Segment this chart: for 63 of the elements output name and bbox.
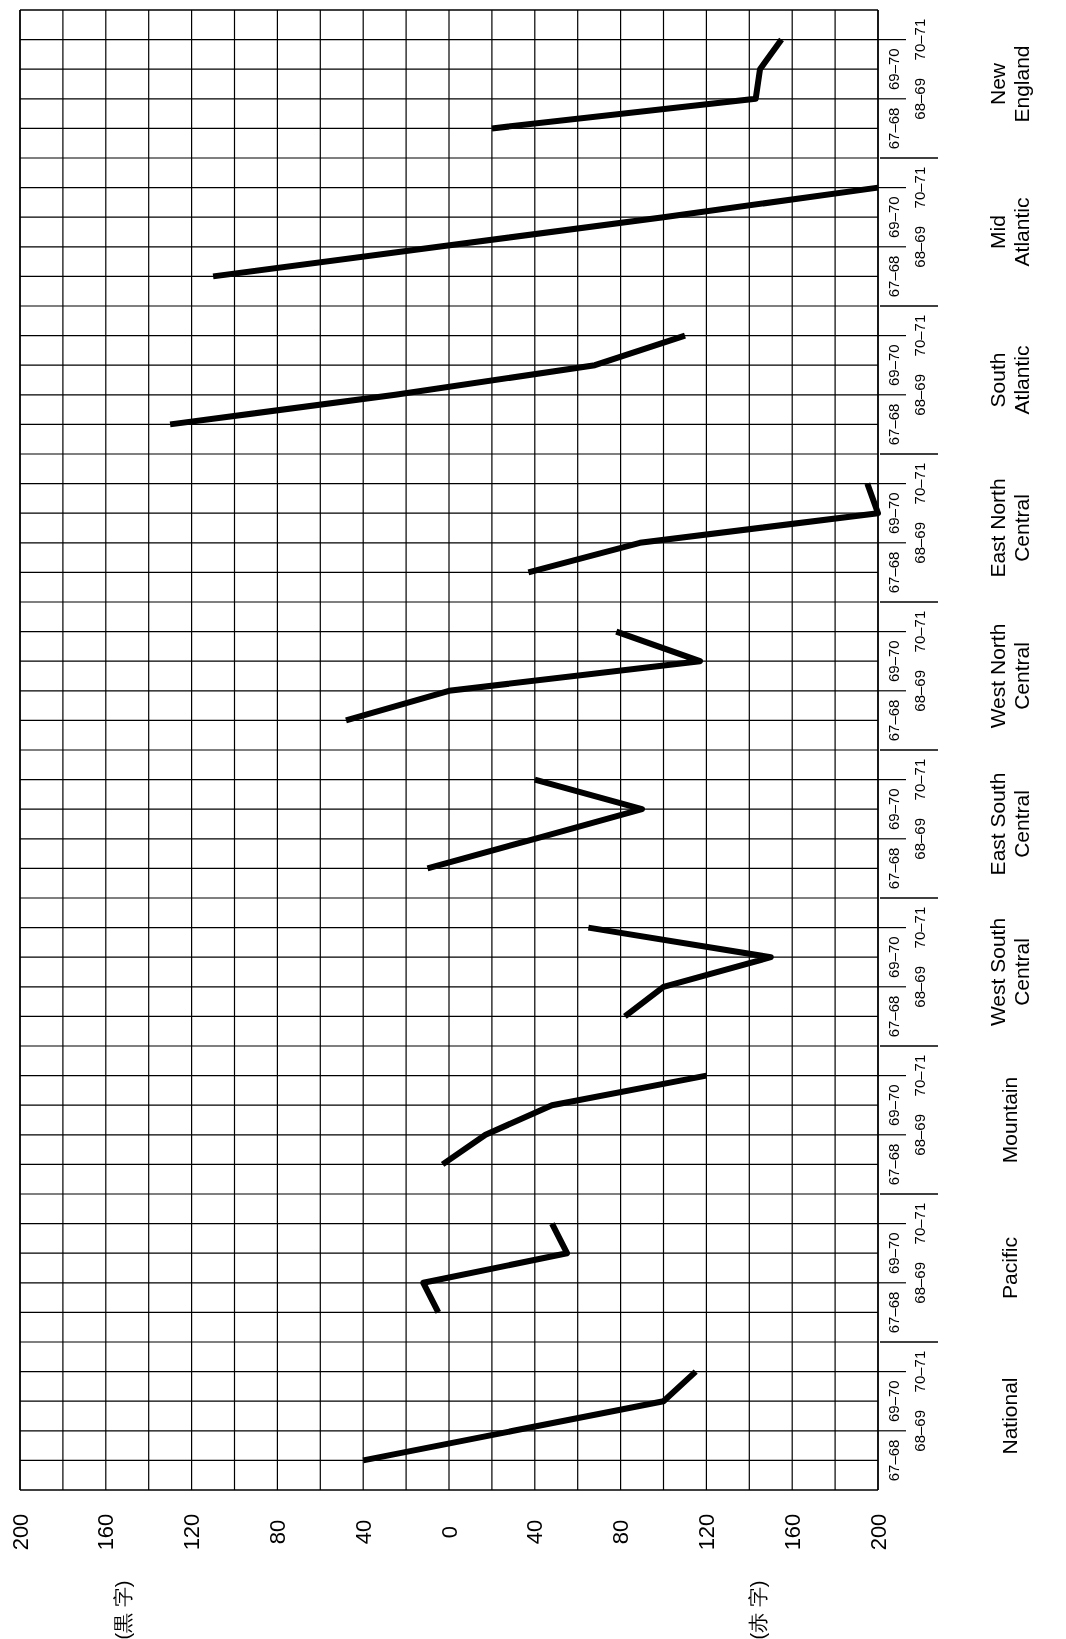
- y-tick-label: 67–68: [885, 699, 903, 742]
- y-tick-label: 70–71: [911, 462, 929, 505]
- y-tick-label: 70–71: [911, 1202, 929, 1245]
- y-tick-label: 67–68: [885, 847, 903, 890]
- text: New England: [986, 45, 1033, 123]
- y-tick-label: 69–70: [885, 48, 903, 91]
- y-tick-label: 69–70: [885, 1232, 903, 1275]
- text: South Atlantic: [986, 345, 1033, 415]
- x-tick-label: 40: [522, 1519, 548, 1545]
- y-tick-label: 70–71: [911, 906, 929, 949]
- text: (黒 字): [111, 1580, 134, 1639]
- text: East North Central: [986, 478, 1033, 578]
- y-tick-label: 69–70: [885, 936, 903, 979]
- y-tick-label: 68–69: [911, 1113, 929, 1156]
- x-tick-label: 80: [608, 1519, 634, 1545]
- y-tick-label: 69–70: [885, 788, 903, 831]
- x-tick-label: 80: [264, 1519, 290, 1545]
- y-tick-label: 69–70: [885, 492, 903, 535]
- y-tick-label: 70–71: [911, 758, 929, 801]
- text: East South Central: [986, 772, 1033, 876]
- text: Mid Atlantic: [986, 197, 1033, 267]
- x-tick-label: 120: [179, 1513, 205, 1551]
- y-tick-label: 68–69: [911, 965, 929, 1008]
- y-tick-label: 68–69: [911, 521, 929, 564]
- y-tick-label: 70–71: [911, 166, 929, 209]
- y-tick-label: 69–70: [885, 196, 903, 239]
- y-tick-label: 67–68: [885, 107, 903, 150]
- x-tick-label: 160: [93, 1513, 119, 1551]
- y-tick-label: 70–71: [911, 18, 929, 61]
- y-tick-label: 69–70: [885, 1380, 903, 1423]
- y-tick-label: 68–69: [911, 225, 929, 268]
- y-tick-label: 70–71: [911, 610, 929, 653]
- y-tick-label: 67–68: [885, 403, 903, 446]
- y-tick-label: 69–70: [885, 1084, 903, 1127]
- x-tick-label: 120: [693, 1513, 719, 1551]
- y-tick-label: 68–69: [911, 669, 929, 712]
- x-tick-label: 0: [436, 1525, 462, 1539]
- y-tick-label: 70–71: [911, 314, 929, 357]
- y-tick-label: 68–69: [911, 817, 929, 860]
- y-tick-label: 70–71: [911, 1054, 929, 1097]
- y-tick-label: 68–69: [911, 373, 929, 416]
- y-tick-label: 68–69: [911, 77, 929, 120]
- y-tick-label: 67–68: [885, 1143, 903, 1186]
- y-tick-label: 67–68: [885, 1439, 903, 1482]
- y-tick-label: 69–70: [885, 640, 903, 683]
- text: (赤 字): [746, 1580, 769, 1639]
- y-tick-label: 67–68: [885, 255, 903, 298]
- y-tick-label: 70–71: [911, 1350, 929, 1393]
- y-tick-label: 67–68: [885, 995, 903, 1038]
- x-tick-label: 160: [779, 1513, 805, 1551]
- x-tick-label: 200: [865, 1513, 891, 1551]
- x-tick-label: 200: [7, 1513, 33, 1551]
- y-tick-label: 69–70: [885, 344, 903, 387]
- text: West South Central: [986, 917, 1033, 1027]
- text: Pacific: [998, 1237, 1021, 1299]
- x-tick-label: 40: [350, 1519, 376, 1545]
- text: National: [998, 1377, 1021, 1455]
- y-tick-label: 68–69: [911, 1409, 929, 1452]
- y-tick-label: 67–68: [885, 1291, 903, 1334]
- y-tick-label: 68–69: [911, 1261, 929, 1304]
- y-tick-label: 67–68: [885, 551, 903, 594]
- text: Mountain: [998, 1076, 1021, 1164]
- text: West North Central: [986, 623, 1033, 729]
